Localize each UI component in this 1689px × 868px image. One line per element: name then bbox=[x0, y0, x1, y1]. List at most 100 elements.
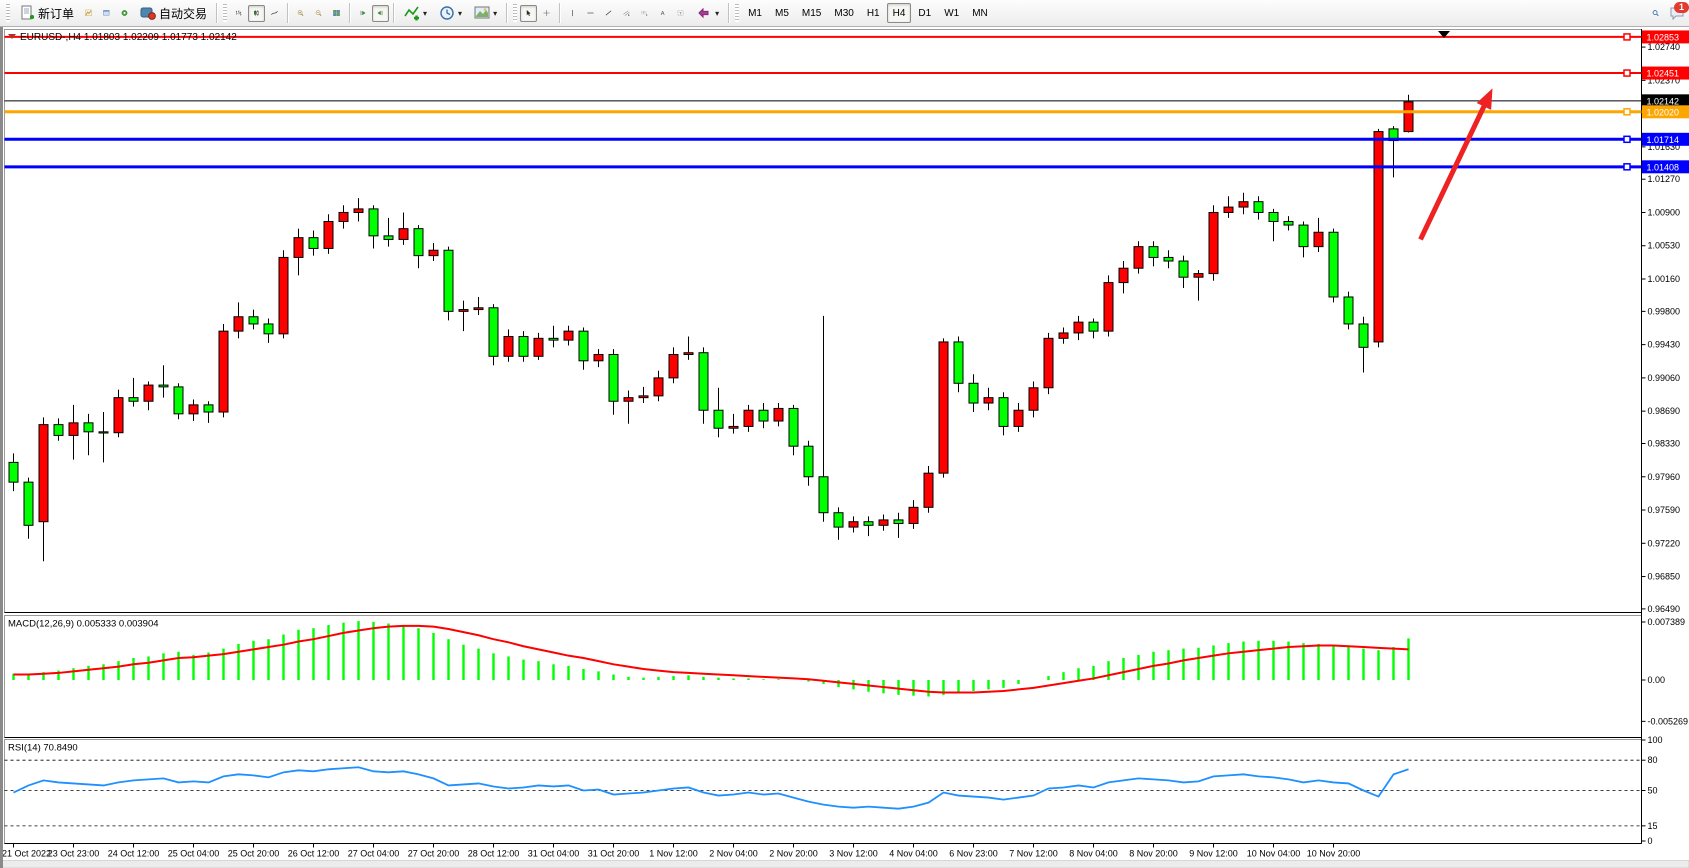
window-left-edge bbox=[0, 27, 3, 868]
trendline-icon[interactable] bbox=[600, 5, 617, 22]
tile-windows-icon[interactable] bbox=[328, 5, 345, 22]
indicators-button[interactable]: ▾ bbox=[398, 2, 432, 24]
chart-shift-marker[interactable] bbox=[1438, 31, 1450, 38]
toolbar-grip bbox=[6, 4, 10, 22]
time-label: 4 Nov 04:00 bbox=[889, 849, 938, 859]
rsi-axis-label: 80 bbox=[1648, 755, 1658, 765]
timeframe-m15[interactable]: M15 bbox=[796, 3, 827, 23]
price-label: 0.97590 bbox=[1648, 505, 1681, 515]
zoom-in-icon[interactable] bbox=[292, 5, 309, 22]
price-label: 0.99060 bbox=[1648, 373, 1681, 383]
hline-handle[interactable] bbox=[1623, 135, 1631, 144]
candle-body bbox=[1193, 273, 1204, 278]
timeframe-m30[interactable]: M30 bbox=[828, 3, 859, 23]
chart-shift-icon[interactable] bbox=[372, 4, 390, 22]
new-order-button[interactable]: 新订单 bbox=[13, 2, 79, 24]
periods-button[interactable]: ▾ bbox=[433, 2, 467, 24]
price-badge-label: 1.01714 bbox=[1647, 135, 1680, 145]
chat-icon[interactable]: 1 bbox=[1668, 1, 1689, 22]
candle-body bbox=[938, 341, 949, 474]
hline-handle[interactable] bbox=[1623, 69, 1631, 77]
templates-button[interactable]: ▾ bbox=[468, 2, 502, 24]
price-label: 1.00530 bbox=[1648, 241, 1681, 251]
toolbar-grip bbox=[735, 4, 740, 22]
hline-handle[interactable] bbox=[1623, 33, 1631, 41]
notification-badge: 1 bbox=[1674, 1, 1689, 13]
timeframe-h1[interactable]: H1 bbox=[861, 3, 886, 23]
price-label: 1.02740 bbox=[1648, 42, 1681, 52]
trend-arrow[interactable] bbox=[1418, 99, 1489, 241]
timeframe-m1[interactable]: M1 bbox=[742, 3, 768, 23]
time-label: 1 Nov 12:00 bbox=[649, 849, 698, 859]
candle-body bbox=[968, 382, 979, 404]
hline-handle[interactable] bbox=[1623, 163, 1631, 171]
toolbar: 新订单 自动交易 ▾ ▾ ▾ E F A T ▾ M1 M5 M15 M30 H1 H4 D… bbox=[0, 0, 1689, 27]
cursor-icon[interactable] bbox=[520, 4, 538, 22]
candle-body bbox=[1163, 256, 1174, 262]
hline-handle[interactable] bbox=[1623, 108, 1631, 116]
timeframe-m5[interactable]: M5 bbox=[769, 3, 795, 23]
candle-body bbox=[353, 208, 364, 213]
candle-body bbox=[683, 352, 694, 356]
candle-body bbox=[143, 384, 154, 402]
bar-chart-icon[interactable] bbox=[230, 5, 247, 22]
candle-body bbox=[1403, 101, 1414, 133]
symbol-marker-icon bbox=[8, 34, 16, 39]
svg-text:F: F bbox=[646, 13, 648, 17]
auto-trading-button[interactable]: 自动交易 bbox=[134, 2, 212, 24]
price-label: 0.96490 bbox=[1648, 604, 1681, 614]
candle-body bbox=[593, 354, 604, 362]
text-icon[interactable]: A bbox=[654, 5, 671, 22]
time-label: 10 Nov 04:00 bbox=[1247, 849, 1301, 859]
navigator-icon[interactable] bbox=[116, 5, 133, 22]
candle-body bbox=[1238, 201, 1249, 208]
svg-text:T: T bbox=[679, 11, 682, 16]
fibonacci-icon[interactable]: F bbox=[636, 5, 653, 22]
candle-body bbox=[368, 208, 379, 237]
equidistant-channel-icon[interactable]: E bbox=[618, 5, 635, 22]
time-label: 10 Nov 20:00 bbox=[1307, 849, 1361, 859]
vertical-line-icon[interactable] bbox=[564, 5, 581, 22]
candle-body bbox=[158, 384, 169, 388]
timeframe-d1[interactable]: D1 bbox=[912, 3, 937, 23]
search-icon[interactable] bbox=[1647, 5, 1664, 22]
trend-arrow-head[interactable] bbox=[1476, 88, 1493, 110]
arrows-button[interactable]: ▾ bbox=[690, 2, 724, 24]
crosshair-icon[interactable] bbox=[538, 5, 555, 22]
rsi-axis-label: 100 bbox=[1648, 735, 1663, 745]
line-chart-icon[interactable] bbox=[266, 5, 283, 22]
candle-body bbox=[1028, 387, 1039, 411]
price-label: 0.97220 bbox=[1648, 538, 1681, 548]
timeframe-mn[interactable]: MN bbox=[966, 3, 994, 23]
price-axis-labels[interactable]: 1.027401.023701.020001.016301.012701.009… bbox=[1641, 42, 1681, 614]
time-label: 26 Oct 12:00 bbox=[288, 849, 340, 859]
window-bottom-strip bbox=[0, 860, 1689, 868]
price-label: 0.97960 bbox=[1648, 472, 1681, 482]
horizontal-line-icon[interactable] bbox=[582, 5, 599, 22]
timeframe-w1[interactable]: W1 bbox=[938, 3, 965, 23]
time-label: 8 Nov 20:00 bbox=[1129, 849, 1178, 859]
candle-body bbox=[278, 256, 289, 335]
timeframe-h4[interactable]: H4 bbox=[886, 3, 912, 23]
candle-body bbox=[458, 309, 469, 312]
profiles-icon[interactable] bbox=[98, 5, 115, 22]
charts-icon[interactable] bbox=[80, 5, 97, 22]
candle-body bbox=[308, 237, 319, 249]
time-label: 25 Oct 20:00 bbox=[228, 849, 280, 859]
candle-body bbox=[1058, 332, 1069, 339]
zoom-out-icon[interactable] bbox=[310, 5, 327, 22]
macd-panel[interactable] bbox=[4, 615, 1642, 738]
candle-body bbox=[1343, 296, 1354, 325]
price-label: 1.02370 bbox=[1648, 75, 1681, 85]
candle-body bbox=[1283, 220, 1294, 226]
candlestick-icon[interactable] bbox=[248, 4, 266, 22]
text-label-icon[interactable]: T bbox=[672, 5, 689, 22]
auto-scroll-icon[interactable] bbox=[354, 5, 371, 22]
rsi-panel[interactable] bbox=[4, 739, 1642, 844]
candles bbox=[8, 94, 1414, 562]
price-label: 1.00160 bbox=[1648, 274, 1681, 284]
candle-body bbox=[953, 341, 964, 384]
candle-body bbox=[128, 397, 139, 402]
